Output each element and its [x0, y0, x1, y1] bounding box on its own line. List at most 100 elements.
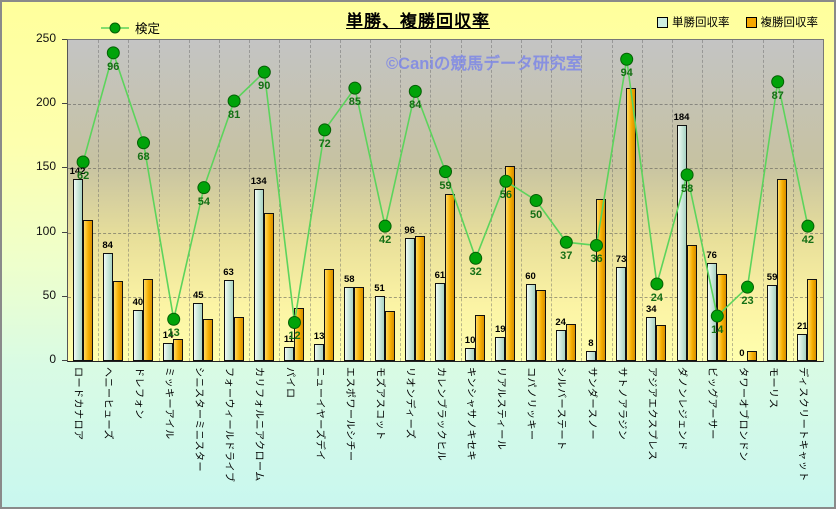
tansho-value-label: 59: [766, 272, 778, 284]
y-axis-tick: [62, 103, 67, 105]
fukusho-bar: [535, 290, 546, 361]
legend-fukusho-label: 複勝回収率: [760, 17, 819, 29]
category-label: キンシャサノキセキ: [464, 367, 476, 461]
y-axis-label: 200: [35, 95, 56, 110]
kentei-point: [801, 219, 815, 233]
category-label: サトノアラジン: [615, 367, 627, 441]
tansho-value-label: 10: [464, 335, 476, 347]
fukusho-bar: [565, 323, 576, 361]
kentei-value-label: 23: [741, 295, 754, 308]
tansho-value-label: 73: [615, 254, 627, 266]
category-label: カレンブラックヒル: [434, 367, 446, 462]
category-label: サンダースノー: [585, 367, 597, 440]
category-label: モーリス: [766, 367, 778, 409]
kentei-point: [318, 123, 332, 137]
kentei-value-label: 94: [620, 67, 633, 80]
kentei-point: [227, 94, 241, 108]
fukusho-bar: [82, 219, 93, 361]
tansho-bar: [767, 285, 778, 361]
gridline-vertical: [128, 40, 130, 361]
kentei-value-label: 90: [258, 80, 271, 93]
fukusho-bar: [142, 278, 153, 361]
tansho-bar: [404, 237, 415, 361]
gridline-vertical: [762, 40, 764, 361]
tansho-bar: [102, 253, 113, 361]
kentei-value-label: 37: [560, 250, 573, 263]
kentei-value-label: 58: [680, 182, 694, 195]
category-label: ダノンレジェンド: [676, 367, 688, 451]
kentei-value-label: 54: [197, 195, 211, 208]
gridline-horizontal: [68, 104, 823, 106]
gridline-vertical: [460, 40, 462, 361]
category-label: パイロ: [283, 367, 295, 399]
tansho-bar: [465, 348, 476, 361]
tansho-value-label: 184: [673, 111, 690, 123]
kentei-value-label: 42: [801, 234, 815, 247]
tansho-value-label: 21: [797, 321, 808, 333]
legend-tansho-label: 単勝回収率: [672, 17, 730, 29]
tansho-value-label: 61: [434, 269, 446, 281]
gridline-vertical: [732, 40, 734, 361]
tansho-bar: [132, 309, 143, 361]
kentei-point: [771, 75, 785, 89]
kentei-value-label: 72: [318, 137, 331, 150]
y-axis-label: 150: [35, 159, 56, 174]
kentei-point: [710, 309, 724, 323]
kentei-value-label: 96: [107, 60, 120, 73]
fukusho-bar: [686, 245, 697, 361]
tansho-bar: [374, 295, 385, 361]
tansho-bar: [585, 350, 596, 361]
fukusho-bar: [293, 308, 304, 361]
category-label: フォーウィールドライブ: [223, 367, 235, 483]
category-label: エスポワールシチー: [343, 367, 355, 462]
category-label: シニスターミニスター: [192, 367, 204, 472]
gridline-vertical: [309, 40, 311, 361]
fukusho-bar: [354, 286, 365, 361]
gridline-vertical: [672, 40, 673, 361]
fukusho-bar: [414, 236, 425, 361]
tansho-bar: [646, 317, 657, 361]
watermark: ©Caniの競馬データ研究室: [386, 55, 583, 73]
tansho-value-label: 134: [250, 175, 267, 187]
category-label: モズアスコット: [374, 367, 386, 441]
tansho-bar: [314, 344, 325, 361]
tansho-value-label: 60: [525, 270, 536, 282]
legend-kentei: 検定: [100, 18, 160, 37]
fukusho-bar: [384, 310, 395, 361]
y-axis-tick: [62, 39, 67, 40]
kentei-point: [620, 52, 634, 66]
tansho-value-label: 13: [313, 331, 325, 343]
kentei-line-chart: [76, 46, 815, 329]
kentei-value-label: 62: [76, 169, 90, 182]
gridline-vertical: [400, 40, 402, 361]
y-axis-tick: [62, 167, 67, 169]
fukusho-bar: [807, 278, 818, 361]
kentei-point: [106, 46, 120, 60]
kentei-value-label: 85: [348, 96, 362, 109]
legend-tansho: 単勝回収率: [657, 14, 730, 30]
kentei-value-label: 12: [288, 330, 301, 343]
fukusho-bar: [203, 318, 214, 361]
tansho-value-label: 14: [162, 330, 174, 342]
kentei-point: [650, 277, 664, 291]
category-label: コパノリッキー: [525, 367, 537, 441]
kentei-value-label: 13: [167, 327, 180, 340]
kentei-point: [137, 136, 150, 150]
tansho-value-label: 34: [646, 304, 657, 316]
kentei-point: [408, 84, 422, 98]
y-axis-tick: [62, 360, 67, 361]
kentei-point: [499, 174, 513, 188]
legend-fukusho: 複勝回収率: [745, 14, 819, 30]
tansho-value-label: 0: [739, 348, 745, 359]
kentei-point: [257, 65, 271, 79]
tansho-bar: [283, 346, 294, 361]
category-label: リアルスティール: [494, 367, 506, 451]
kentei-value-label: 56: [499, 189, 513, 202]
category-label: ディスクリートキャット: [796, 367, 808, 482]
tansho-bar: [676, 124, 687, 361]
kentei-value-label: 42: [378, 234, 392, 247]
gridline-vertical: [551, 40, 553, 361]
kentei-value-label: 14: [711, 324, 724, 337]
gridline-vertical: [98, 40, 100, 361]
tansho-value-label: 96: [404, 224, 415, 236]
